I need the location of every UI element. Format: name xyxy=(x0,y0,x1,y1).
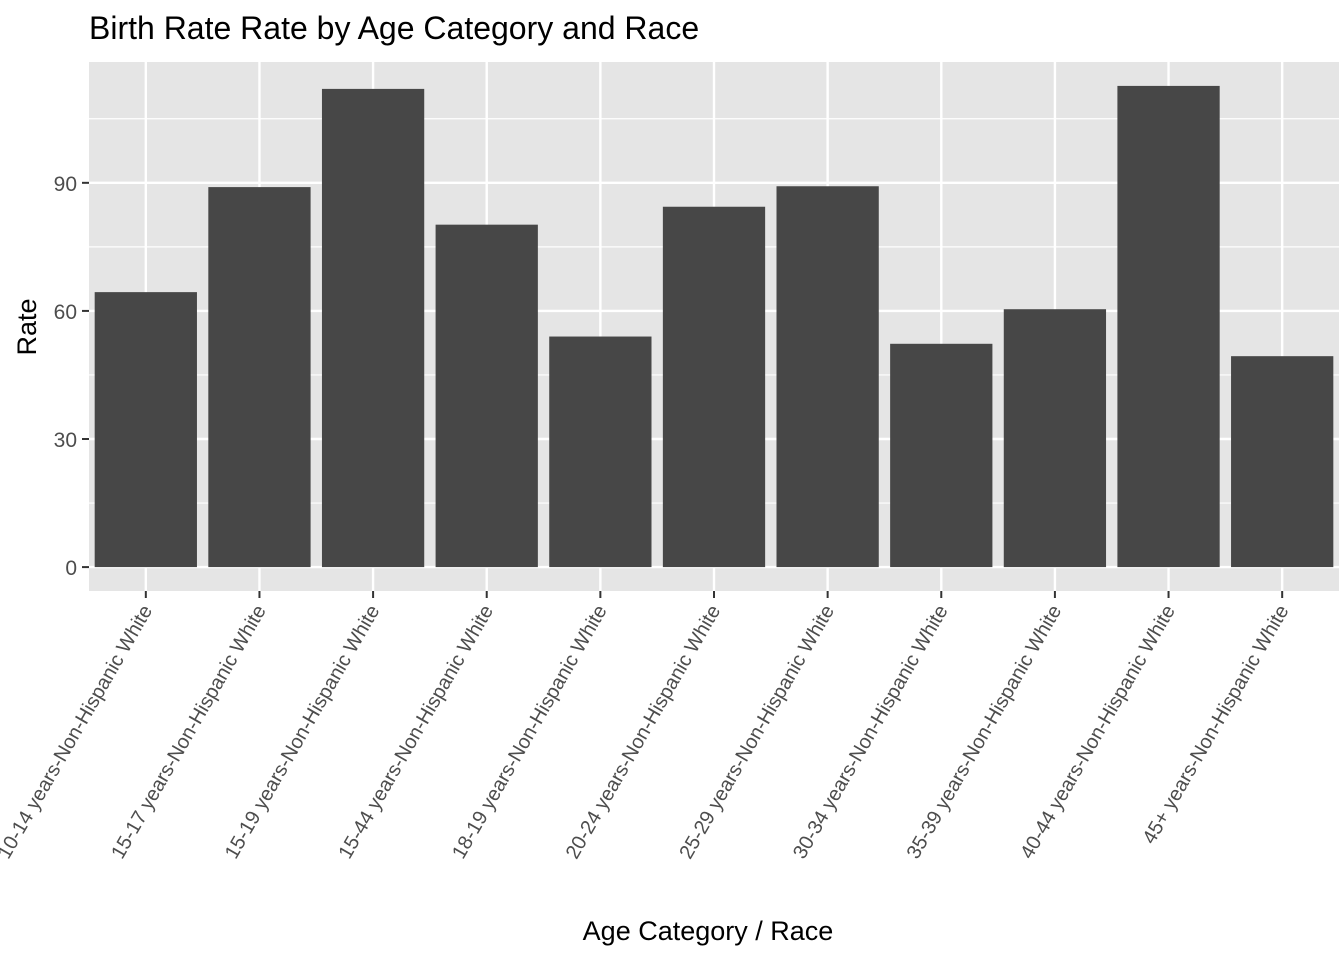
y-tick-label: 60 xyxy=(54,301,77,324)
bars xyxy=(94,85,1334,568)
x-axis-title: Age Category / Race xyxy=(583,916,834,946)
bar xyxy=(662,206,766,568)
bar xyxy=(208,187,311,568)
bar xyxy=(890,343,993,568)
y-tick-label: 30 xyxy=(54,429,77,452)
bar xyxy=(1003,309,1107,568)
bar xyxy=(549,336,652,568)
y-tick-label: 90 xyxy=(54,173,77,196)
y-axis: 0 30 60 90 xyxy=(54,173,89,580)
bar xyxy=(435,224,538,568)
bar xyxy=(321,88,425,568)
y-axis-title: Rate xyxy=(12,298,42,355)
bar xyxy=(1231,356,1334,568)
chart-title: Birth Rate Rate by Age Category and Race xyxy=(89,10,699,46)
bar xyxy=(94,292,197,568)
bar xyxy=(776,186,879,568)
bar xyxy=(1117,85,1220,568)
y-tick-label: 0 xyxy=(65,557,77,580)
